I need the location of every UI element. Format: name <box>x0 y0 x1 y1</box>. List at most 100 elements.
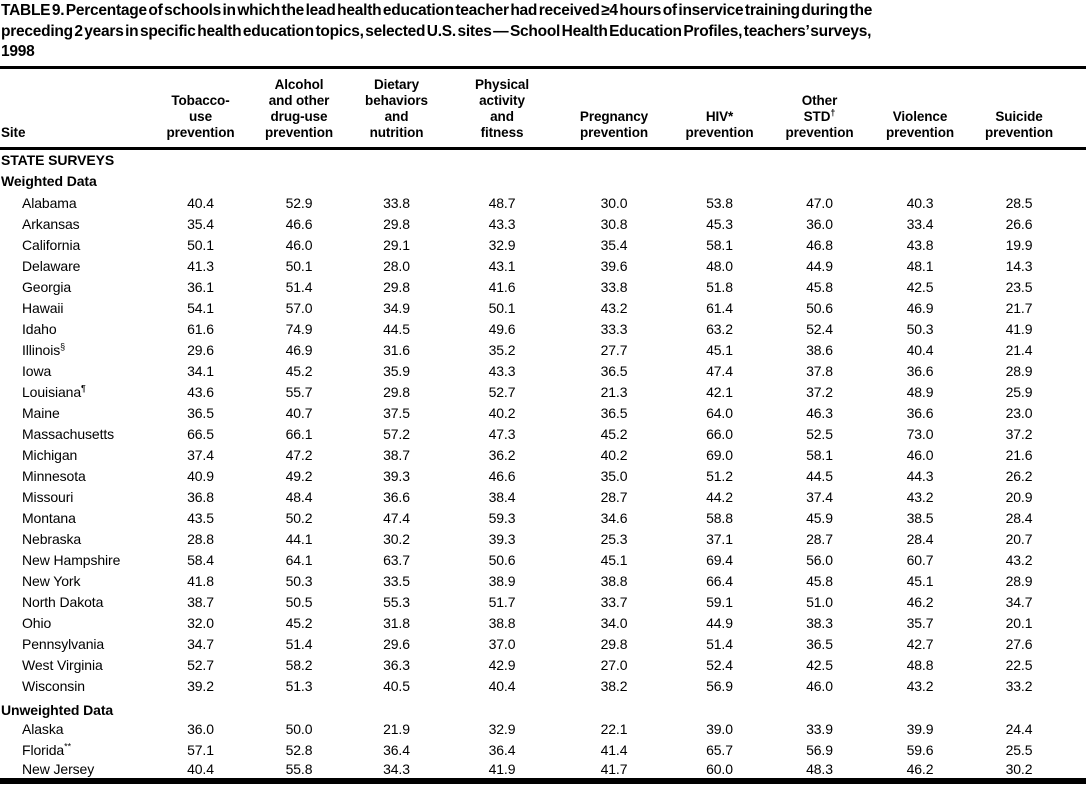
value-cell: 33.3 <box>600 320 628 337</box>
site-name: Hawaii <box>22 299 64 316</box>
value-cell: 36.0 <box>806 215 833 232</box>
value-cell: 33.9 <box>806 720 833 737</box>
value-cell: 44.3 <box>906 467 934 484</box>
value-cell: 49.2 <box>285 467 313 484</box>
table-row: Iowa 34.1 45.2 35.9 43.3 36.5 47.4 37.8 36.6 28.9 <box>0 360 1086 381</box>
title-line: TABLE 9. Percentage of schools in which … <box>1 2 873 19</box>
value-cell: 32.9 <box>488 720 516 737</box>
value-cell: 28.8 <box>187 530 214 547</box>
value-cell: 33.8 <box>600 278 628 295</box>
site-name: Maine <box>22 404 60 421</box>
table-title: TABLE 9. Percentage of schools in which … <box>0 0 1086 69</box>
column-header: Other STD† prevention <box>769 68 870 150</box>
value-cell: 35.9 <box>383 362 410 379</box>
value-cell: 59.3 <box>488 509 516 526</box>
value-cell: 50.6 <box>488 551 516 568</box>
value-cell: 35.4 <box>600 236 628 253</box>
value-cell: 34.1 <box>187 362 214 379</box>
value-cell: 45.3 <box>706 215 733 232</box>
table-row: Ohio 32.0 45.2 31.8 38.8 34.0 44.9 38.3 35.7 20.1 <box>0 612 1086 633</box>
column-header: Suicide prevention <box>970 68 1086 150</box>
value-cell: 28.4 <box>906 530 934 547</box>
value-cell: 39.3 <box>383 467 410 484</box>
column-header: Physical activity and fitness <box>446 68 558 150</box>
value-cell: 32.9 <box>488 236 516 253</box>
value-cell: 52.5 <box>806 425 833 442</box>
value-cell: 33.5 <box>383 572 410 589</box>
site-name: Ohio <box>22 614 52 631</box>
value-cell: 43.5 <box>187 509 214 526</box>
value-cell: 54.1 <box>187 299 214 316</box>
value-cell: 50.3 <box>906 320 934 337</box>
value-cell: 38.2 <box>600 677 628 694</box>
value-cell: 43.3 <box>488 362 516 379</box>
value-cell: 60.0 <box>706 761 733 777</box>
value-cell: 46.9 <box>906 299 934 316</box>
table-row: Nebraska 28.8 44.1 30.2 39.3 25.3 37.1 28.7 28.4… <box>0 528 1086 549</box>
site-name: New York <box>22 572 81 589</box>
value-cell: 33.4 <box>906 215 934 232</box>
site-name: California <box>22 236 81 253</box>
value-cell: 23.0 <box>1005 404 1033 421</box>
value-cell: 29.6 <box>187 341 214 358</box>
value-cell: 34.6 <box>600 509 628 526</box>
table-row: Florida** 57.1 52.8 36.4 36.4 41.4 65.7 56.9 59.… <box>0 739 1086 760</box>
value-cell: 31.8 <box>383 614 410 631</box>
column-header: Violence prevention <box>870 68 970 150</box>
value-cell: 26.6 <box>1005 215 1033 232</box>
value-cell: 37.2 <box>806 383 833 400</box>
value-cell: 41.4 <box>600 741 628 758</box>
value-cell: 61.4 <box>706 299 733 316</box>
value-cell: 36.2 <box>488 446 516 463</box>
table-row: Pennsylvania 34.7 51.4 29.6 37.0 29.8 51.4 36.5… <box>0 633 1086 654</box>
value-cell: 51.4 <box>285 278 313 295</box>
value-cell: 39.3 <box>488 530 516 547</box>
value-cell: 46.0 <box>806 677 833 694</box>
site-name: Michigan <box>22 446 78 463</box>
value-cell: 46.8 <box>806 236 833 253</box>
value-cell: 40.2 <box>600 446 628 463</box>
data-table: Site Tobacco-use prevention Alcohol and oth… <box>0 68 1086 784</box>
group-heading: Weighted Data <box>0 170 1086 192</box>
value-cell: 51.0 <box>806 593 833 610</box>
table-row: Missouri 36.8 48.4 36.6 38.4 28.7 44.2 37.4 43.2… <box>0 486 1086 507</box>
site-name: Idaho <box>22 320 57 337</box>
value-cell: 36.6 <box>906 404 934 421</box>
value-cell: 27.6 <box>1005 635 1033 652</box>
value-cell: 64.1 <box>285 551 313 568</box>
value-cell: 43.2 <box>1005 551 1033 568</box>
value-cell: 45.2 <box>285 362 313 379</box>
value-cell: 30.0 <box>600 194 628 211</box>
value-cell: 36.5 <box>600 362 628 379</box>
value-cell: 61.6 <box>187 320 214 337</box>
value-cell: 52.4 <box>806 320 833 337</box>
value-cell: 22.5 <box>1005 656 1033 673</box>
value-cell: 37.5 <box>383 404 410 421</box>
value-cell: 25.9 <box>1005 383 1033 400</box>
value-cell: 48.7 <box>488 194 516 211</box>
value-cell: 34.7 <box>187 635 214 652</box>
value-cell: 56.9 <box>706 677 733 694</box>
value-cell: 43.2 <box>906 488 934 505</box>
value-cell: 58.1 <box>806 446 833 463</box>
value-cell: 30.8 <box>600 215 628 232</box>
table-row: New Jersey 40.4 55.8 34.3 41.9 41.7 60.0 48.3 46… <box>0 760 1086 781</box>
value-cell: 37.1 <box>706 530 733 547</box>
value-cell: 38.9 <box>488 572 516 589</box>
site-name: Alabama <box>22 194 77 211</box>
table-row: Illinois§ 29.6 46.9 31.6 35.2 27.7 45.1 38.6 40.… <box>0 339 1086 360</box>
table-row: Minnesota 40.9 49.2 39.3 46.6 35.0 51.2 44.5 44.… <box>0 465 1086 486</box>
value-cell: 36.6 <box>383 488 410 505</box>
value-cell: 64.0 <box>706 404 733 421</box>
value-cell: 49.6 <box>488 320 516 337</box>
value-cell: 39.0 <box>706 720 733 737</box>
table-row: Alabama 40.4 52.9 33.8 48.7 30.0 53.8 47.0 40.3 2… <box>0 192 1086 213</box>
section-heading-label: STATE SURVEYS <box>1 151 115 168</box>
column-header: Alcohol and other drug-use prevention <box>251 68 347 150</box>
value-cell: 47.3 <box>488 425 516 442</box>
value-cell: 44.9 <box>806 257 833 274</box>
value-cell: 28.4 <box>1005 509 1033 526</box>
value-cell: 63.7 <box>383 551 410 568</box>
value-cell: 50.1 <box>488 299 516 316</box>
